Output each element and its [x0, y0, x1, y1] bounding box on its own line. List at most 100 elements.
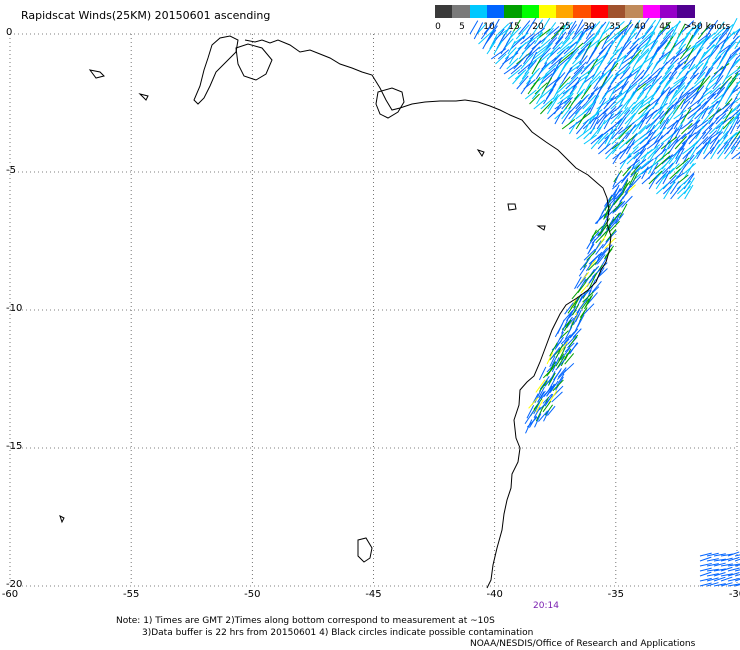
- wind-barb: [590, 134, 604, 150]
- wind-barb: [714, 44, 725, 60]
- wind-barb: [650, 61, 659, 75]
- wind-barb: [560, 334, 571, 345]
- wind-barb: [624, 101, 636, 115]
- wind-barb: [688, 84, 702, 95]
- wind-barb: [659, 71, 672, 85]
- wind-barb: [727, 57, 738, 75]
- wind-barb: [588, 238, 596, 254]
- wind-barb: [538, 366, 547, 381]
- wind-barb: [576, 55, 588, 70]
- lat-tick-label: 0: [6, 27, 13, 38]
- wind-barb: [575, 95, 589, 110]
- wind-barb: [571, 287, 582, 300]
- wind-barb: [712, 75, 724, 90]
- legend-label: 30: [583, 22, 595, 32]
- wind-barb: [538, 38, 551, 50]
- wind-barb: [692, 36, 709, 50]
- wind-barb: [715, 120, 724, 135]
- wind-barb: [670, 185, 682, 200]
- wind-barb: [687, 111, 698, 125]
- wind-barb: [532, 19, 543, 35]
- wind-barb: [673, 75, 686, 85]
- wind-barb: [597, 247, 608, 259]
- wind-barb: [699, 552, 712, 557]
- wind-barb: [546, 352, 554, 365]
- wind-barb: [732, 97, 740, 105]
- wind-barb: [661, 65, 675, 80]
- wind-barb: [729, 116, 740, 135]
- wind-barb: [513, 54, 528, 70]
- wind-barb: [565, 76, 579, 90]
- wind-barb: [622, 166, 632, 177]
- wind-barb: [731, 46, 740, 55]
- wind-barb: [673, 91, 684, 110]
- wind-barb: [538, 386, 545, 399]
- wind-barb: [708, 116, 720, 130]
- legend-label: 10: [483, 22, 495, 32]
- wind-barb: [552, 36, 564, 50]
- wind-barb: [734, 558, 740, 562]
- wind-barb: [706, 87, 721, 100]
- wind-barb: [563, 319, 572, 332]
- wind-barb: [612, 188, 621, 201]
- wind-barb: [621, 72, 632, 90]
- wind-barb: [557, 369, 567, 380]
- wind-barb: [674, 30, 684, 45]
- wind-barb: [537, 390, 546, 403]
- wind-barb: [560, 48, 575, 60]
- wind-barb: [688, 124, 698, 140]
- wind-barb: [667, 134, 681, 150]
- legend-swatch: [486, 5, 505, 18]
- wind-barb: [532, 48, 547, 60]
- wind-barb: [694, 107, 707, 120]
- wind-barb: [659, 116, 669, 130]
- wind-barb: [660, 136, 678, 150]
- wind-barb: [624, 180, 635, 194]
- wind-barb: [726, 72, 740, 90]
- wind-barb: [537, 72, 548, 90]
- wind-barb: [734, 69, 740, 75]
- wind-barb: [570, 65, 585, 80]
- wind-barb: [555, 56, 571, 70]
- wind-barb: [727, 583, 740, 587]
- wind-barb: [555, 343, 564, 359]
- wind-barb: [633, 148, 645, 160]
- wind-barb: [645, 102, 659, 115]
- lat-tick-label: -10: [6, 303, 23, 314]
- wind-barb: [695, 136, 709, 150]
- wind-barb: [566, 85, 578, 100]
- wind-barb: [697, 23, 711, 40]
- wind-barb: [509, 50, 518, 65]
- wind-barb: [689, 66, 700, 80]
- wind-barb: [544, 374, 555, 387]
- wind-barb: [575, 107, 591, 120]
- wind-barb: [596, 108, 609, 120]
- wind-barb: [706, 568, 719, 572]
- note-line-2: 3)Data buffer is 22 hrs from 20150601 4)…: [142, 628, 534, 638]
- wind-barb: [579, 310, 586, 322]
- wind-barb: [723, 136, 734, 150]
- wind-barb: [524, 35, 535, 50]
- wind-barb: [667, 127, 678, 145]
- wind-barb: [710, 143, 721, 160]
- wind-barb: [546, 361, 557, 373]
- wind-barb: [663, 47, 674, 65]
- wind-barb: [573, 320, 581, 334]
- wind-barb: [623, 19, 632, 35]
- wind-barb: [610, 104, 623, 115]
- wind-barb: [674, 124, 683, 140]
- wind-barb: [609, 220, 620, 232]
- wind-barb: [555, 82, 569, 95]
- wind-barb: [564, 348, 572, 361]
- wind-barb: [522, 22, 534, 40]
- wind-barb: [730, 58, 740, 70]
- wind-barb: [730, 135, 740, 150]
- wind-barb: [702, 127, 713, 140]
- wind-barb: [598, 224, 608, 236]
- wind-barb: [618, 80, 629, 95]
- wind-barb: [618, 121, 635, 135]
- wind-barb: [544, 47, 556, 65]
- lon-tick-label: -35: [607, 589, 624, 600]
- legend-label: 20: [532, 22, 544, 32]
- wind-barb: [541, 27, 554, 45]
